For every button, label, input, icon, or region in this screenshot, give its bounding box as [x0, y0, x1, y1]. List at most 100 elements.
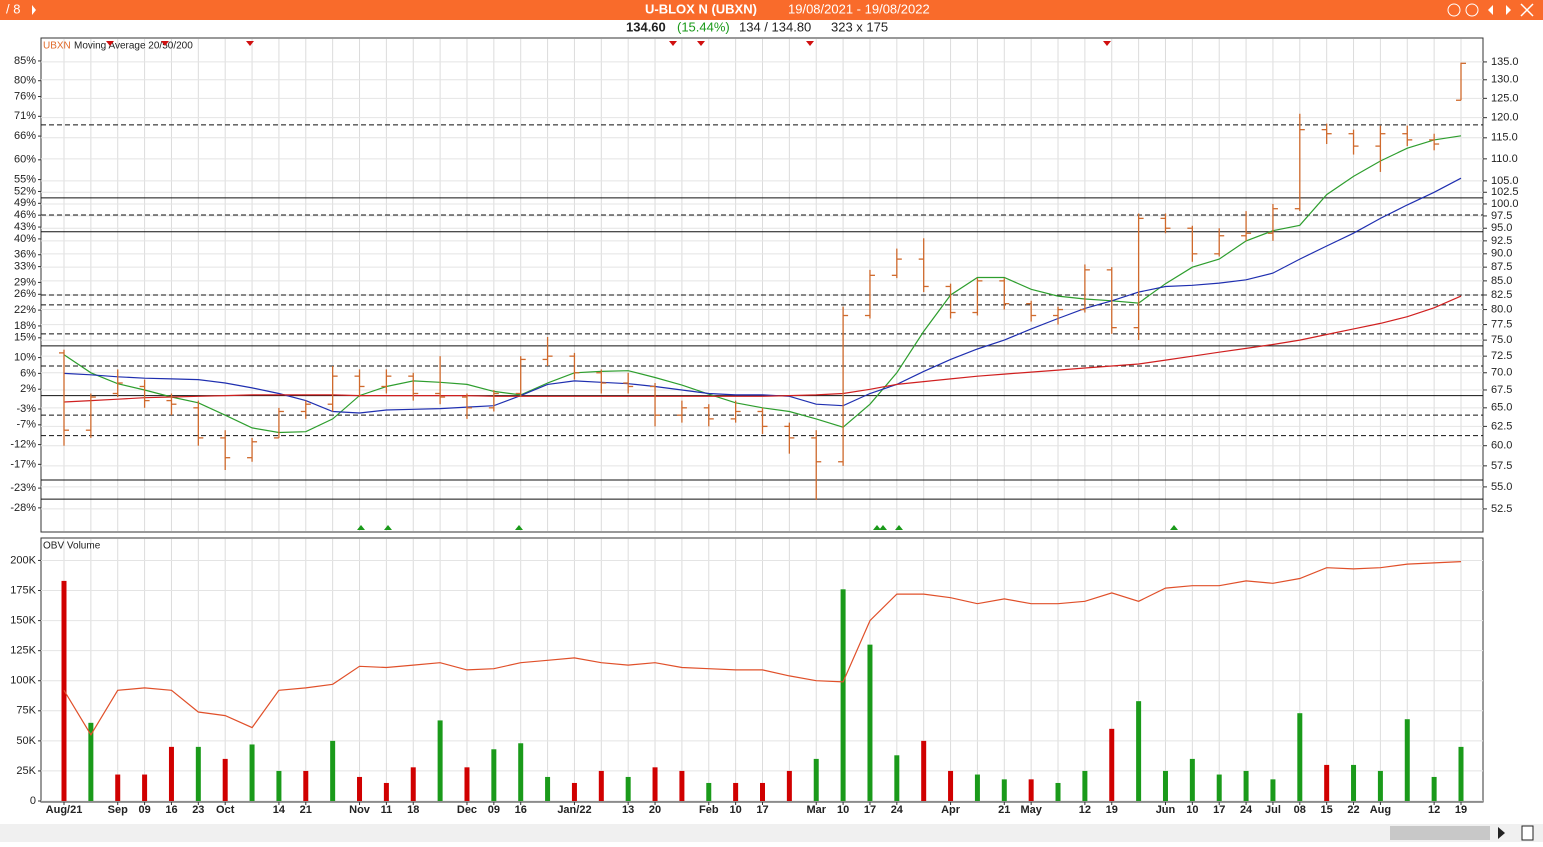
x-tick-label: Aug — [1370, 804, 1391, 816]
x-tick-label: Nov — [349, 804, 371, 816]
scrollbar[interactable] — [0, 824, 1543, 842]
volume-bar — [894, 755, 900, 801]
x-tick-label: 08 — [1294, 804, 1306, 816]
y2-tick-label: -28% — [10, 502, 36, 514]
volume-bar — [383, 782, 389, 801]
legend-text: Moving Average 20/50/200 — [74, 41, 193, 52]
volume-bar — [357, 776, 363, 801]
volume-bar — [410, 767, 416, 801]
volume-bar — [1109, 728, 1115, 801]
volume-bar — [571, 782, 577, 801]
size: 323 x 175 — [831, 19, 888, 34]
y2-tick-label: 26% — [14, 288, 36, 300]
volume-bar — [276, 770, 282, 801]
volume-bar — [1404, 719, 1410, 801]
y-tick-label: 100K — [10, 675, 36, 687]
y-tick-label: 120.0 — [1491, 112, 1519, 124]
x-tick-label: 16 — [515, 804, 527, 816]
scroll-thumb[interactable] — [1390, 826, 1490, 840]
signal-markers — [106, 41, 1111, 46]
volume-bar — [545, 776, 551, 801]
volume-bar — [491, 749, 497, 801]
next-button[interactable] — [32, 5, 36, 15]
x-tick-label: Mar — [806, 804, 826, 816]
volume-bar — [1297, 713, 1303, 801]
x-tick-label: Apr — [941, 804, 961, 816]
y-tick-label: 125.0 — [1491, 92, 1519, 104]
volume-bar — [625, 776, 631, 801]
y2-tick-label: -23% — [10, 482, 36, 494]
volume-bar — [1216, 774, 1222, 801]
prev-button[interactable] — [1488, 5, 1493, 15]
volume-bar — [840, 589, 846, 801]
volume-bar — [1001, 779, 1007, 801]
obv-line — [63, 561, 1462, 736]
moving-average — [63, 295, 1462, 403]
volume-bar — [813, 758, 819, 801]
y2-tick-label: 15% — [14, 332, 36, 344]
volume-bar — [1377, 770, 1383, 801]
y-tick-label: 57.5 — [1491, 460, 1512, 472]
x-tick-label: 17 — [1213, 804, 1225, 816]
y2-tick-label: -17% — [10, 458, 36, 470]
y-tick-label: 25K — [16, 765, 36, 777]
volume-bar — [921, 740, 927, 801]
x-tick-label: 15 — [1321, 804, 1333, 816]
y-tick-label: 70.0 — [1491, 367, 1512, 379]
page-counter: / 8 — [6, 1, 20, 16]
last-price: 134.60 — [626, 19, 666, 34]
zoom-in[interactable] — [1465, 3, 1479, 17]
x-tick-label: 12 — [1428, 804, 1440, 816]
y-tick-label: 80.0 — [1491, 303, 1512, 315]
zoom-out[interactable] — [1447, 3, 1461, 17]
y-tick-label: 87.5 — [1491, 261, 1512, 273]
y-tick-label: 95.0 — [1491, 222, 1512, 234]
y2-tick-label: -12% — [10, 438, 36, 450]
next-button[interactable] — [1506, 5, 1511, 15]
y2-tick-label: 36% — [14, 249, 36, 261]
y-tick-label: 92.5 — [1491, 235, 1512, 247]
y2-tick-label: 10% — [14, 351, 36, 363]
y2-tick-label: 66% — [14, 130, 36, 142]
signal-markers — [357, 525, 1178, 530]
bid-ask: 134 / 134.80 — [739, 19, 811, 34]
volume-bar — [437, 720, 443, 801]
y-tick-label: 52.5 — [1491, 503, 1512, 515]
x-tick-label: 10 — [837, 804, 849, 816]
y2-tick-label: 85% — [14, 55, 36, 67]
y-tick-label: 105.0 — [1491, 175, 1519, 187]
panel-title: OBV Volume — [43, 541, 101, 552]
volume-bar — [464, 767, 470, 801]
y-tick-label: 67.5 — [1491, 384, 1512, 396]
x-tick-label: Jan/22 — [557, 804, 591, 816]
y-tick-label: 77.5 — [1491, 318, 1512, 330]
close-button[interactable] — [1520, 3, 1534, 17]
volume-bar — [168, 746, 174, 801]
scroll-right[interactable] — [1498, 827, 1505, 839]
y-tick-label: 55.0 — [1491, 481, 1512, 493]
volume-bar — [1028, 779, 1034, 801]
volume-bar — [733, 782, 739, 801]
x-tick-label: 10 — [1186, 804, 1198, 816]
volume-bar — [330, 740, 336, 801]
volume-bar — [1270, 779, 1276, 801]
y-tick-label: 102.5 — [1491, 186, 1519, 198]
title: U-BLOX N (UBXN) — [645, 1, 757, 16]
y2-tick-label: 76% — [14, 90, 36, 102]
x-tick-label: 23 — [192, 804, 204, 816]
volume-bar — [222, 758, 228, 801]
volume-bar — [1082, 770, 1088, 801]
x-tick-label: 19 — [1455, 804, 1467, 816]
y2-tick-label: -7% — [16, 419, 36, 431]
y-tick-label: 65.0 — [1491, 402, 1512, 414]
document-icon[interactable] — [1521, 825, 1534, 841]
volume-bar — [786, 770, 792, 801]
x-tick-label: 16 — [165, 804, 177, 816]
y2-tick-label: 49% — [14, 197, 36, 209]
y2-tick-label: 33% — [14, 261, 36, 273]
volume-bar — [1458, 746, 1464, 801]
y-tick-label: 82.5 — [1491, 289, 1512, 301]
y-tick-label: 125K — [10, 645, 36, 657]
volume-bar — [867, 644, 873, 801]
